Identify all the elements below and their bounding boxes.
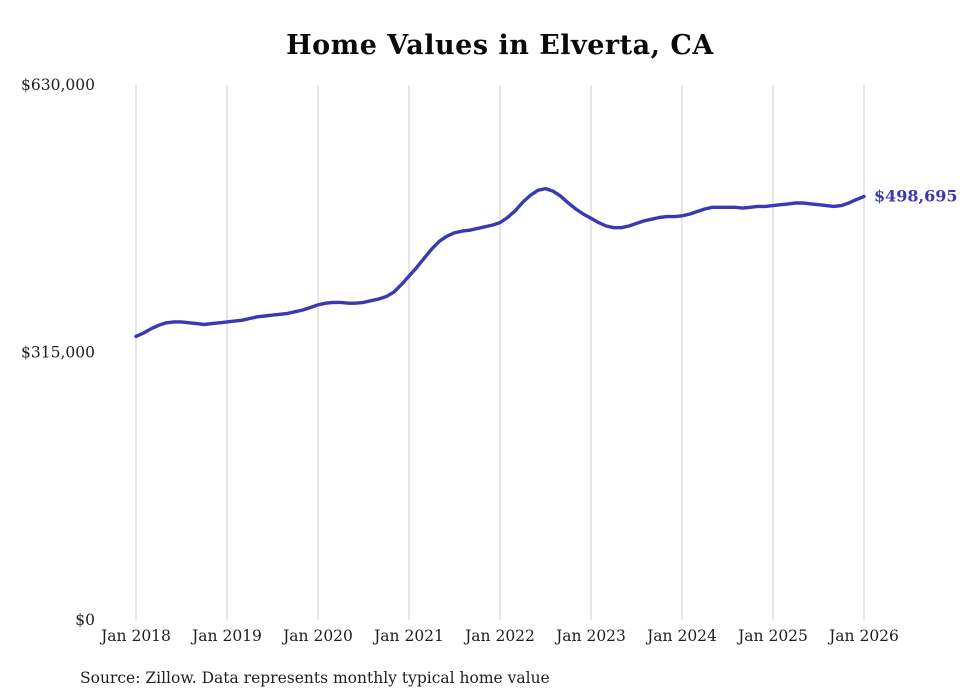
x-tick-label: Jan 2020 [281,627,353,645]
y-tick-label: $315,000 [21,344,95,362]
x-tick-label: Jan 2022 [463,627,535,645]
end-value-label: $498,695 [874,187,958,206]
source-note: Source: Zillow. Data represents monthly … [80,669,550,687]
x-tick-label: Jan 2026 [827,627,899,645]
chart-title: Home Values in Elverta, CA [286,30,714,61]
x-tick-label: Jan 2018 [99,627,171,645]
gridlines-group [135,85,865,620]
value-line [134,186,866,339]
x-tick-label: Jan 2024 [645,627,717,645]
y-tick-label: $630,000 [21,76,95,94]
x-axis-labels-group: Jan 2018 Jan 2019 Jan 2020 Jan 2021 Jan 2022… [99,627,899,645]
y-axis-labels-group: $0 $315,000 $630,000 [21,76,95,629]
x-tick-label: Jan 2025 [736,627,808,645]
y-tick-label: $0 [75,611,95,629]
x-tick-label: Jan 2021 [372,627,444,645]
x-tick-label: Jan 2019 [190,627,262,645]
x-tick-label: Jan 2023 [554,627,626,645]
